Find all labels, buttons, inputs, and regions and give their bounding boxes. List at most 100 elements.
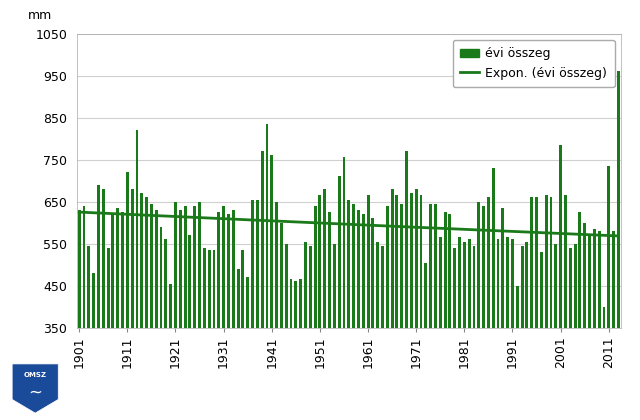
Bar xyxy=(405,151,408,328)
Bar xyxy=(241,250,244,328)
Bar xyxy=(390,189,394,328)
Bar xyxy=(463,241,466,328)
Bar xyxy=(121,212,124,328)
Bar xyxy=(348,200,350,328)
Bar xyxy=(573,244,577,328)
Bar xyxy=(266,124,268,328)
Bar xyxy=(184,206,187,328)
Bar xyxy=(319,195,321,328)
Bar xyxy=(516,286,519,328)
Bar xyxy=(472,246,476,328)
Bar xyxy=(174,202,177,328)
Bar xyxy=(531,197,533,328)
Bar xyxy=(212,250,216,328)
Bar xyxy=(583,223,586,328)
Bar xyxy=(429,204,432,328)
Bar xyxy=(420,195,422,328)
Bar xyxy=(569,248,572,328)
Bar xyxy=(237,269,239,328)
Bar xyxy=(193,206,196,328)
Bar xyxy=(458,237,461,328)
Bar xyxy=(159,227,163,328)
Text: ~: ~ xyxy=(28,384,42,402)
Bar xyxy=(227,214,230,328)
Bar xyxy=(323,189,326,328)
Bar xyxy=(251,200,254,328)
Bar xyxy=(260,151,264,328)
Bar xyxy=(232,210,235,328)
Bar xyxy=(179,210,182,328)
Bar xyxy=(376,241,379,328)
Bar xyxy=(328,212,331,328)
Bar xyxy=(111,214,115,328)
Bar xyxy=(521,246,524,328)
Bar xyxy=(468,239,470,328)
Bar xyxy=(540,252,543,328)
Bar xyxy=(506,237,509,328)
Bar xyxy=(511,239,514,328)
Bar xyxy=(189,235,191,328)
Bar xyxy=(126,172,129,328)
Bar xyxy=(362,214,365,328)
Bar xyxy=(208,250,211,328)
Bar xyxy=(150,204,153,328)
Text: OMSZ: OMSZ xyxy=(24,372,47,378)
Bar xyxy=(246,277,249,328)
Bar xyxy=(145,197,148,328)
Bar xyxy=(155,210,157,328)
Bar xyxy=(492,168,495,328)
Bar xyxy=(88,246,90,328)
Bar xyxy=(270,155,273,328)
Bar xyxy=(294,281,298,328)
Bar xyxy=(396,195,398,328)
Bar xyxy=(400,204,403,328)
Bar xyxy=(564,195,567,328)
Bar xyxy=(545,195,548,328)
Bar xyxy=(535,197,538,328)
Bar xyxy=(449,214,451,328)
Bar xyxy=(107,248,109,328)
Bar xyxy=(140,193,143,328)
Bar xyxy=(444,212,447,328)
Bar xyxy=(309,246,312,328)
Bar xyxy=(439,237,442,328)
Bar xyxy=(289,279,292,328)
Bar xyxy=(371,218,374,328)
Bar xyxy=(97,185,100,328)
Bar xyxy=(424,262,428,328)
Bar xyxy=(487,197,490,328)
Bar xyxy=(218,212,220,328)
Bar xyxy=(602,307,605,328)
Bar xyxy=(357,210,360,328)
Bar xyxy=(338,176,340,328)
Bar xyxy=(256,200,259,328)
Bar xyxy=(78,210,81,328)
Bar xyxy=(453,248,456,328)
Bar xyxy=(169,284,172,328)
Bar xyxy=(222,206,225,328)
Bar xyxy=(285,244,287,328)
Bar xyxy=(304,241,307,328)
Bar xyxy=(352,204,355,328)
Bar xyxy=(497,239,499,328)
Bar xyxy=(550,197,552,328)
Bar xyxy=(83,206,86,328)
Bar xyxy=(314,206,317,328)
Bar xyxy=(203,248,206,328)
Bar xyxy=(477,202,480,328)
Bar xyxy=(559,145,562,328)
Polygon shape xyxy=(12,364,58,413)
Legend: évi összeg, Expon. (évi összeg): évi összeg, Expon. (évi összeg) xyxy=(452,40,614,87)
Bar xyxy=(593,229,596,328)
Bar xyxy=(607,166,610,328)
Bar xyxy=(116,208,119,328)
Bar xyxy=(198,202,201,328)
Bar xyxy=(501,208,504,328)
Bar xyxy=(525,241,529,328)
Bar xyxy=(588,235,591,328)
Bar xyxy=(367,195,369,328)
Bar xyxy=(280,223,283,328)
Bar xyxy=(300,279,302,328)
Bar xyxy=(131,189,134,328)
Bar xyxy=(102,189,105,328)
